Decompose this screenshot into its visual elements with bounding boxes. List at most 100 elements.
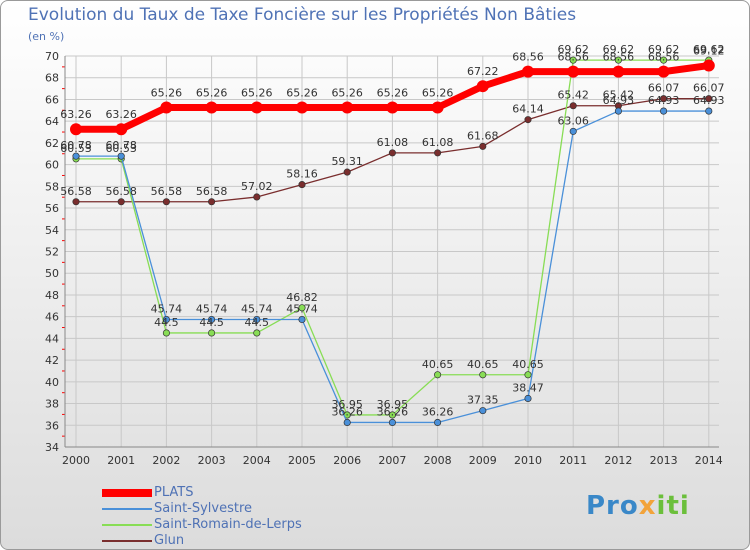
data-label: 40.65 (512, 358, 544, 371)
data-label: 65.26 (196, 86, 228, 99)
data-label: 69.62 (557, 43, 589, 56)
data-point (162, 198, 170, 206)
data-label: 40.65 (467, 358, 499, 371)
x-tick-label: 2005 (288, 454, 316, 467)
y-tick-label: 36 (45, 419, 59, 432)
data-point (479, 142, 487, 150)
legend-swatch (102, 524, 152, 526)
data-label: 66.07 (648, 82, 680, 95)
x-tick-label: 2004 (243, 454, 271, 467)
data-label: 68.56 (512, 51, 544, 64)
data-label: 65.26 (377, 86, 409, 99)
data-point (343, 418, 351, 427)
data-label: 46.82 (286, 291, 318, 304)
data-label: 56.58 (151, 185, 183, 198)
legend-swatch (102, 489, 152, 497)
data-label: 60.78 (60, 139, 92, 152)
legend-label: Saint-Sylvestre (154, 501, 253, 516)
y-tick-label: 38 (45, 398, 59, 411)
data-point (479, 371, 487, 379)
data-label: 65.26 (422, 86, 454, 99)
y-tick-label: 34 (45, 441, 59, 454)
data-label: 68.56 (603, 51, 635, 64)
data-label: 69.62 (648, 43, 680, 56)
y-tick-label: 48 (45, 289, 59, 302)
data-label: 45.74 (241, 302, 273, 315)
data-point (434, 418, 442, 427)
data-point (660, 95, 668, 103)
series-saint-romain-de-lerps (72, 56, 713, 419)
data-label: 64.93 (603, 94, 635, 107)
legend-swatch (102, 540, 152, 542)
data-point (253, 315, 261, 324)
data-point (524, 116, 532, 124)
x-tick-label: 2010 (514, 454, 542, 467)
data-point (388, 149, 396, 157)
legend-label: Saint-Romain-de-Lerps (154, 517, 302, 532)
data-label: 61.68 (467, 129, 499, 142)
y-tick-label: 66 (45, 93, 59, 106)
data-point (341, 101, 354, 114)
data-point (388, 418, 396, 427)
data-label: 40.65 (422, 358, 454, 371)
data-label: 69.62 (693, 43, 725, 56)
y-tick-label: 50 (45, 267, 59, 280)
data-label: 60.53 (60, 142, 92, 155)
x-tick-label: 2001 (107, 454, 135, 467)
data-label: 45.74 (196, 302, 228, 315)
data-label: 58.16 (286, 168, 318, 181)
x-tick-label: 2008 (424, 454, 452, 467)
data-point (569, 127, 577, 135)
data-point (208, 329, 216, 337)
y-tick-label: 56 (45, 202, 59, 215)
data-label: 64.93 (693, 94, 725, 107)
y-tick-label: 52 (45, 246, 59, 259)
data-point (522, 65, 534, 78)
data-label: 61.08 (422, 136, 454, 149)
y-tick-label: 62 (45, 137, 59, 150)
data-point (70, 123, 82, 136)
data-point (479, 407, 487, 415)
data-label: 65.26 (241, 86, 273, 99)
x-tick-label: 2006 (333, 454, 361, 467)
data-label: 65.42 (557, 89, 589, 102)
data-point (115, 123, 128, 136)
data-label: 64.14 (512, 103, 544, 116)
data-label: 67.22 (467, 65, 499, 78)
data-label: 60.53 (105, 142, 137, 155)
series-glun (72, 95, 713, 206)
data-label: 36.95 (331, 398, 363, 411)
data-point (160, 101, 173, 114)
y-tick-label: 60 (45, 159, 59, 172)
data-label: 59.31 (331, 155, 363, 168)
y-tick-label: 40 (45, 376, 59, 389)
data-point (208, 315, 216, 324)
x-tick-label: 2002 (152, 454, 180, 467)
data-label: 36.95 (377, 398, 409, 411)
y-tick-label: 46 (45, 311, 59, 324)
x-tick-label: 2013 (650, 454, 678, 467)
data-label: 36.26 (422, 405, 454, 418)
data-point (660, 56, 668, 64)
data-label: 38.47 (512, 381, 544, 394)
data-point (72, 198, 80, 206)
data-point (72, 152, 80, 160)
data-point (569, 102, 577, 110)
y-tick-label: 68 (45, 72, 59, 85)
data-label: 60.78 (105, 139, 137, 152)
data-point (702, 59, 715, 72)
y-tick-label: 70 (45, 50, 59, 63)
data-point (567, 65, 580, 78)
data-point (614, 56, 622, 64)
data-point (434, 371, 442, 379)
x-tick-label: 2011 (559, 454, 587, 467)
data-label: 63.26 (105, 108, 137, 121)
data-label: 44.5 (199, 316, 224, 329)
data-point (660, 107, 668, 115)
data-point (524, 394, 532, 403)
data-label: 69.62 (603, 43, 635, 56)
data-label: 56.58 (60, 185, 92, 198)
data-label: 65.26 (286, 86, 318, 99)
data-point (162, 329, 170, 337)
